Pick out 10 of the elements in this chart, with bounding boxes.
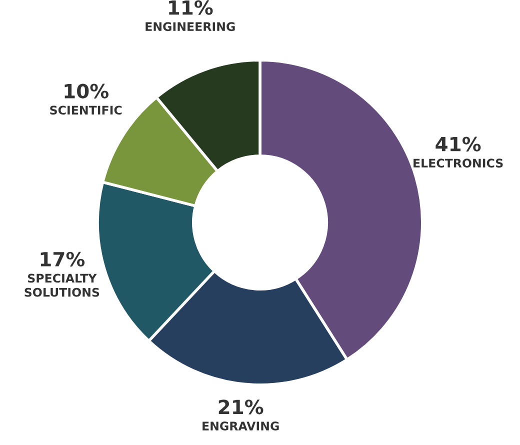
data-label: 10% <box>64 84 108 98</box>
slice-label: SCIENTIFIC <box>50 106 122 115</box>
slice-label: SPECIALTY SOLUTIONS <box>24 274 100 297</box>
slice-label: ELECTRONICS <box>414 158 503 168</box>
slice-label: ENGRAVING <box>202 422 279 430</box>
data-label: 17% <box>40 252 85 267</box>
slice-label: ENGINEERING <box>146 22 235 32</box>
data-label: 41% <box>436 136 481 152</box>
data-label: 11% <box>169 0 213 15</box>
data-label: 21% <box>218 400 264 414</box>
